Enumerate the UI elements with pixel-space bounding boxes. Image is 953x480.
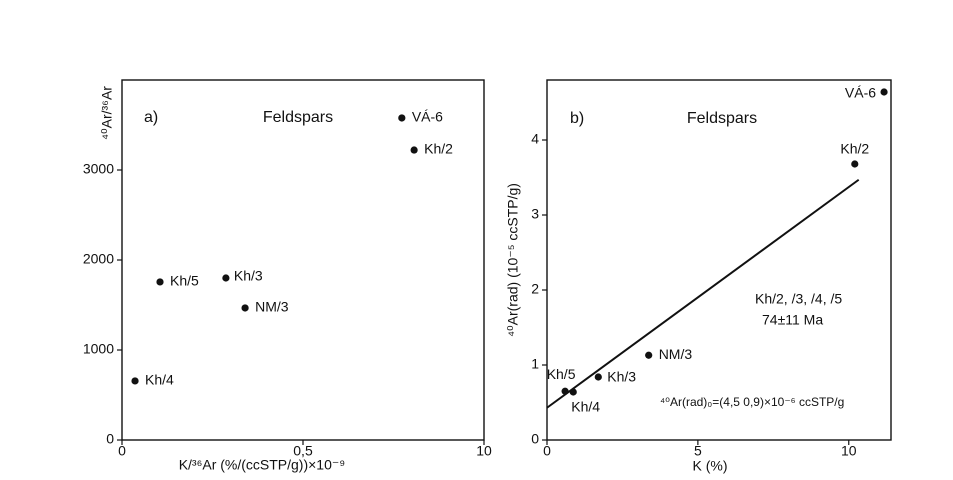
data-point: [410, 146, 418, 154]
point-label: Kh/5: [547, 366, 576, 382]
data-point: [222, 274, 230, 282]
data-point: [561, 387, 569, 395]
x-tick-label: 0,5: [293, 443, 313, 459]
point-label: Kh/3: [607, 369, 636, 385]
panel-label: b): [570, 110, 584, 127]
y-tick-label: 0: [106, 431, 114, 447]
data-point: [398, 114, 406, 122]
x-axis-label: K/³⁶Ar (%/(ccSTP/g))×10⁻⁹: [179, 457, 346, 473]
x-tick-label: 10: [841, 443, 857, 459]
data-point: [569, 388, 577, 396]
y-tick-label: 3000: [83, 161, 114, 177]
y-tick-label: 4: [531, 131, 539, 147]
panel-title: Feldspars: [687, 110, 757, 127]
panel-title: Feldspars: [263, 109, 333, 126]
data-point: [880, 88, 888, 96]
annotation: Kh/2, /3, /4, /5: [755, 291, 842, 307]
data-point: [131, 377, 139, 385]
y-axis-label: ⁴⁰Ar/³⁶Ar: [99, 86, 115, 140]
data-point: [594, 373, 602, 381]
y-tick-label: 2000: [83, 251, 114, 267]
data-point: [241, 304, 249, 312]
fit-line: [546, 178, 860, 409]
point-label: Kh/2: [840, 141, 869, 157]
y-tick-label: 3: [531, 206, 539, 222]
point-label: Kh/2: [424, 141, 453, 157]
data-point: [851, 160, 859, 168]
point-label: Kh/5: [170, 273, 199, 289]
x-tick-label: 10: [476, 443, 492, 459]
panel-label: a): [144, 109, 158, 126]
annotation: ⁴⁰Ar(rad)₀=(4,5 0,9)×10⁻⁶ ccSTP/g: [660, 395, 844, 409]
plot-frame: [546, 79, 892, 441]
y-tick-label: 1000: [83, 341, 114, 357]
point-label: VÁ-6: [412, 109, 443, 125]
x-axis-label: K (%): [693, 458, 728, 474]
y-tick-label: 0: [531, 431, 539, 447]
data-point: [645, 351, 653, 359]
annotation: 74±11 Ma: [762, 312, 823, 328]
point-label: Kh/4: [571, 399, 600, 415]
y-tick-label: 1: [531, 356, 539, 372]
point-label: NM/3: [255, 299, 289, 315]
point-label: Kh/4: [145, 372, 174, 388]
point-label: NM/3: [659, 346, 693, 362]
data-point: [156, 278, 164, 286]
y-axis-label: ⁴⁰Ar(rad) (10⁻⁵ ccSTP/g): [505, 183, 521, 337]
x-tick-label: 5: [694, 443, 702, 459]
point-label: Kh/3: [234, 268, 263, 284]
x-tick-label: 0: [543, 443, 551, 459]
plot-frame: [121, 79, 485, 441]
point-label: VÁ-6: [845, 85, 876, 101]
x-tick-label: 0: [118, 443, 126, 459]
y-tick-label: 2: [531, 281, 539, 297]
